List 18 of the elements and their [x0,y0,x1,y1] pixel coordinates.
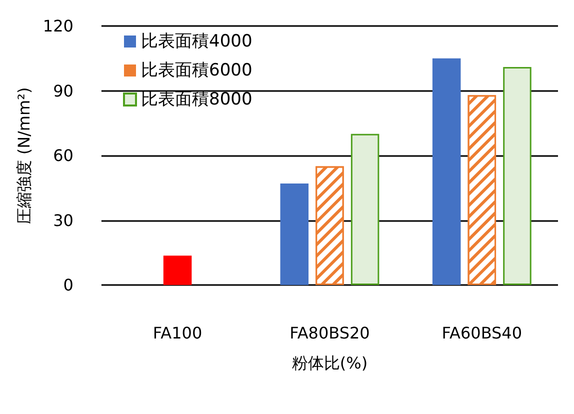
x-tick-label: FA80BS20 [290,324,370,342]
x-axis-title: 粉体比(%) [292,354,368,372]
bar [350,134,380,285]
x-tick-label: FA60BS40 [442,324,522,342]
bar [280,184,309,285]
x-tick-label: FA100 [152,324,202,342]
legend-label: 比表面積6000 [141,60,252,80]
bar [503,67,532,285]
y-tick-label: 90 [53,81,74,100]
legend-label: 比表面積4000 [141,32,252,52]
y-tick-label: 120 [42,16,74,36]
bar [432,58,461,285]
y-tick-label: 30 [53,210,74,230]
legend-label: 比表面積8000 [141,90,252,110]
y-tick-label: 0 [63,276,74,294]
y-tick-label: 60 [53,146,74,165]
y-axis-title: 圧縮強度 (N/mm²) [14,87,34,224]
bar [163,256,192,285]
